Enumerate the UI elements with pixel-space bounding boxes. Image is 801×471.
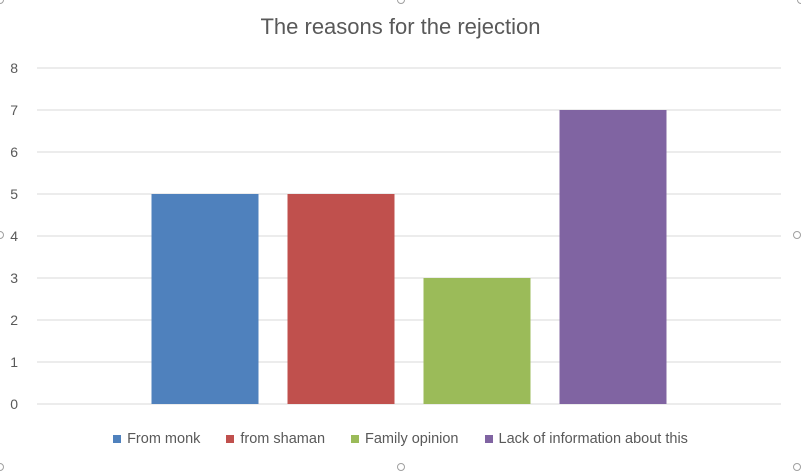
resize-handle-right[interactable] [793,231,801,239]
y-tick-label: 2 [10,312,18,328]
legend-entry[interactable]: Family opinion [351,431,459,447]
legend-label: Lack of information about this [498,431,688,447]
legend-entry[interactable]: from shaman [226,431,325,447]
bar-from-shaman[interactable] [287,194,395,404]
bar-lack-of-information-about-this[interactable] [559,110,667,404]
y-tick-label: 7 [10,102,18,118]
legend-label: from shaman [240,431,326,447]
y-tick-label: 4 [10,228,18,244]
bar-from-monk[interactable] [151,194,259,404]
resize-handle-top-right[interactable] [797,0,801,4]
y-tick-label: 6 [10,144,18,160]
legend-swatch [484,435,493,443]
resize-handle-bottom-right[interactable] [793,463,801,471]
y-tick-label: 3 [10,270,18,286]
y-tick-label: 8 [10,60,18,76]
y-tick-label: 0 [10,396,18,412]
legend: From monk from shaman Family opinion Lack o… [0,431,801,447]
legend-label: Family opinion [365,431,459,447]
y-tick-label: 5 [10,186,18,202]
y-tick-label: 1 [10,354,18,370]
legend-swatch [113,435,122,443]
legend-label: From monk [127,431,201,447]
legend-entry[interactable]: Lack of information about this [484,431,688,447]
legend-swatch [351,435,360,443]
bar-family-opinion[interactable] [423,278,531,404]
legend-swatch [226,435,235,443]
legend-entry[interactable]: From monk [113,431,200,447]
chart-title: The reasons for the rejection [260,14,541,39]
resize-handle-bottom[interactable] [397,463,405,471]
